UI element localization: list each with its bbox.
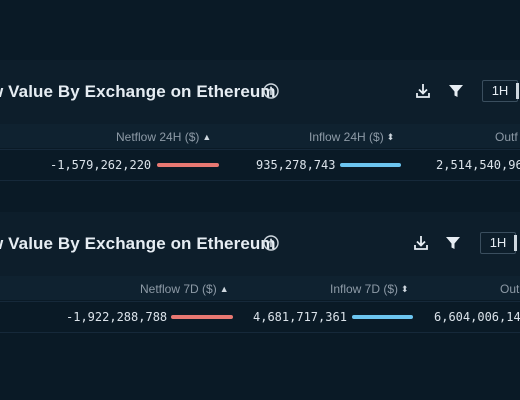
outflow-value: 6,604,006,148: [434, 310, 520, 324]
outflow-header-label: Outf: [495, 130, 518, 144]
inflow-column-header[interactable]: Inflow 7D ($) ⬍: [330, 282, 409, 296]
panel-header: w Value By Exchange on Ethereum 1H: [0, 212, 520, 276]
sort-ascending-icon: ▲: [202, 132, 212, 142]
netflow-header-label: Netflow 24H ($): [116, 130, 200, 144]
sort-ascending-icon: ▲: [219, 284, 229, 294]
range-1h-button[interactable]: 1H: [480, 232, 517, 254]
outflow-header-label: Out: [500, 282, 520, 296]
download-icon[interactable]: [414, 82, 432, 100]
table-row[interactable]: -1,922,288,788 4,681,717,361 6,604,006,1…: [0, 301, 520, 333]
netflow-bar: [171, 315, 233, 319]
sort-icon: ⬍: [401, 284, 409, 294]
inflow-value: 935,278,743: [256, 158, 336, 172]
inflow-bar: [352, 315, 413, 319]
filter-icon[interactable]: [444, 234, 462, 252]
info-icon[interactable]: [263, 235, 279, 251]
netflow-column-header[interactable]: Netflow 24H ($) ▲: [116, 130, 211, 144]
exchange-flow-panel-24h: w Value By Exchange on Ethereum 1H Netfl…: [0, 60, 520, 185]
table-row[interactable]: -1,579,262,220 935,278,743 2,514,540,96: [0, 149, 520, 181]
range-label: 1H: [489, 235, 507, 250]
info-icon[interactable]: [263, 83, 279, 99]
exchange-flow-panel-7d: w Value By Exchange on Ethereum 1H Netfl…: [0, 212, 520, 337]
range-button-edge: [514, 235, 517, 251]
netflow-value: -1,579,262,220: [50, 158, 152, 172]
inflow-value: 4,681,717,361: [253, 310, 347, 324]
sort-icon: ⬍: [386, 132, 395, 142]
outflow-column-header[interactable]: Out: [500, 282, 519, 296]
panel-title: w Value By Exchange on Ethereum: [0, 234, 276, 253]
inflow-header-label: Inflow 7D ($): [330, 282, 399, 296]
inflow-column-header[interactable]: Inflow 24H ($) ⬍: [309, 130, 394, 144]
range-label: 1H: [491, 83, 509, 98]
netflow-header-label: Netflow 7D ($): [140, 282, 217, 296]
netflow-bar: [157, 163, 219, 167]
column-header-row: Netflow 7D ($) ▲ Inflow 7D ($) ⬍ Out: [0, 276, 520, 300]
panel-title: w Value By Exchange on Ethereum: [0, 82, 276, 101]
outflow-value: 2,514,540,96: [436, 158, 520, 172]
panel-header: w Value By Exchange on Ethereum 1H: [0, 60, 520, 124]
range-1h-button[interactable]: 1H: [482, 80, 519, 102]
inflow-bar: [340, 163, 401, 167]
column-header-row: Netflow 24H ($) ▲ Inflow 24H ($) ⬍ Outf: [0, 124, 520, 148]
netflow-column-header[interactable]: Netflow 7D ($) ▲: [140, 282, 229, 296]
range-button-edge: [516, 83, 519, 99]
netflow-value: -1,922,288,788: [66, 310, 168, 324]
filter-icon[interactable]: [447, 82, 465, 100]
outflow-column-header[interactable]: Outf: [495, 130, 518, 144]
inflow-header-label: Inflow 24H ($): [309, 130, 384, 144]
download-icon[interactable]: [412, 234, 430, 252]
